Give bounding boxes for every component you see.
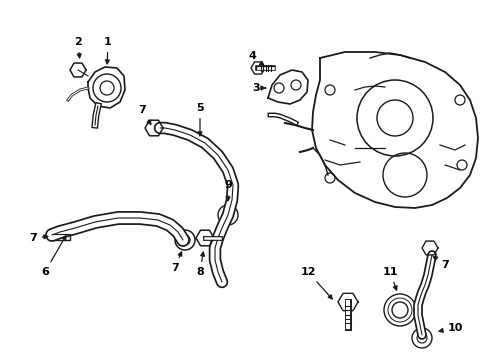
Text: 2: 2 bbox=[74, 37, 81, 58]
Text: 4: 4 bbox=[247, 51, 263, 66]
Text: 6: 6 bbox=[41, 235, 66, 277]
Text: 7: 7 bbox=[138, 105, 150, 125]
Text: 8: 8 bbox=[196, 252, 204, 277]
Text: 10: 10 bbox=[438, 323, 462, 333]
Text: 1: 1 bbox=[104, 37, 112, 64]
Text: 5: 5 bbox=[196, 103, 203, 136]
Text: 12: 12 bbox=[300, 267, 331, 299]
Text: 3: 3 bbox=[252, 83, 265, 93]
Text: 11: 11 bbox=[382, 267, 397, 290]
Text: 7: 7 bbox=[432, 256, 448, 270]
Bar bbox=[52, 228, 70, 240]
Text: 7: 7 bbox=[171, 252, 182, 273]
Text: 9: 9 bbox=[224, 180, 231, 201]
Text: 7: 7 bbox=[29, 233, 48, 243]
